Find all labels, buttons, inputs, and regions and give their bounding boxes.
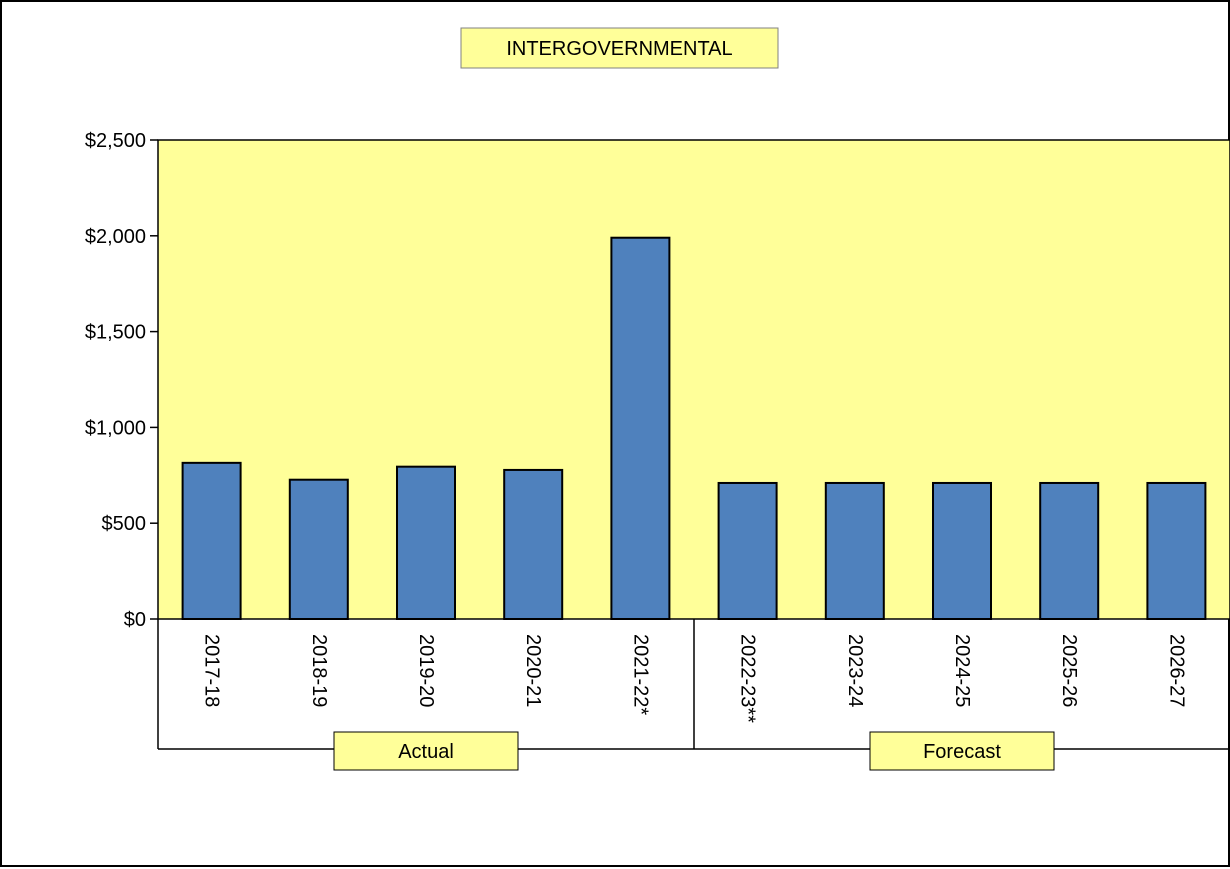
group-label-box <box>869 731 1055 771</box>
category-groups: Actual Forecast <box>333 619 1055 771</box>
x-tick-label: 2017-18 <box>201 634 223 707</box>
y-tick-label: $2,000 <box>85 226 146 248</box>
group-label: Forecast <box>923 741 1001 763</box>
chart-title: INTERGOVERNMENTAL <box>506 38 732 60</box>
x-tick-label: 2024-25 <box>951 634 973 707</box>
bar <box>181 461 242 621</box>
x-tick-label: 2025-26 <box>1058 634 1080 707</box>
x-tick-label: 2021-22* <box>629 634 651 715</box>
x-tick-label: 2026-27 <box>1165 634 1187 707</box>
x-tick-label: 2018-19 <box>308 634 330 707</box>
bar <box>932 481 992 620</box>
y-tick-label: $500 <box>102 513 147 535</box>
bar <box>503 468 564 621</box>
y-tick-label: $2,500 <box>85 130 146 152</box>
x-tick-label: 2023-24 <box>844 634 866 707</box>
x-tick-label: 2022-23** <box>737 634 759 723</box>
y-tick-label: $1,000 <box>85 417 146 439</box>
y-axis: $0 $500 $1,000 $1,500 $2,000 $2,500 <box>85 130 158 631</box>
group-label: Actual <box>398 741 454 763</box>
bar <box>396 465 456 621</box>
group-label-box <box>333 731 519 771</box>
y-tick-label: $1,500 <box>85 322 146 344</box>
x-tick-label: 2019-20 <box>415 634 437 707</box>
bar-series <box>181 236 1207 621</box>
y-tick-label: $0 <box>124 609 146 631</box>
bar <box>824 481 885 620</box>
bar <box>1039 481 1100 620</box>
bar <box>288 478 349 620</box>
chart-title-box: INTERGOVERNMENTAL <box>460 27 779 69</box>
bar <box>1146 481 1207 620</box>
bar <box>717 481 778 620</box>
bar <box>610 236 671 620</box>
chart-title-background <box>460 27 779 69</box>
x-tick-label: 2020-21 <box>522 634 544 707</box>
